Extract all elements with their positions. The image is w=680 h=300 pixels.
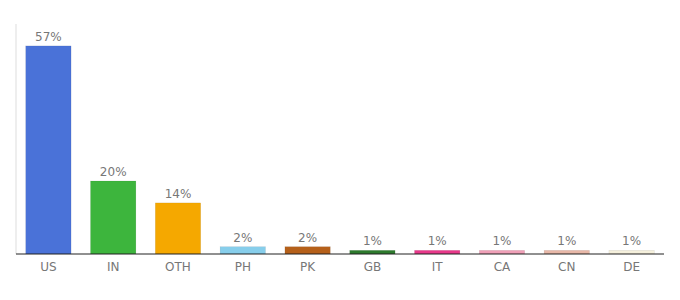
data-label: 1% [428,234,447,248]
x-axis-line [16,253,664,254]
bar [91,181,136,254]
x-tick-label: OTH [165,260,191,274]
bar [26,46,71,254]
x-tick-label: DE [623,260,640,274]
x-tick-label: CA [494,260,511,274]
data-label: 2% [233,231,252,245]
x-tick-label: GB [364,260,382,274]
y-axis-line [16,24,17,254]
data-label: 20% [100,165,127,179]
bar [220,247,265,254]
x-tick-label: PH [235,260,251,274]
data-label: 1% [363,234,382,248]
chart-container: US IN OTH PH PK GB IT CA CN DE 57% 20% 14% 2% 2% 1% 1% 1%… [0,0,680,300]
bar [155,203,200,254]
x-tick-label: US [40,260,56,274]
bar [285,247,330,254]
data-label: 2% [298,231,317,245]
x-tick-label: PK [300,260,316,274]
x-tick-label: IT [432,260,444,274]
data-label: 1% [492,234,511,248]
data-label: 14% [165,187,192,201]
x-tick-label: IN [107,260,120,274]
chart: US IN OTH PH PK GB IT CA CN DE 57% 20% 14% 2% 2% 1% 1% 1%… [0,0,680,300]
data-label: 1% [622,234,641,248]
data-label: 57% [35,30,62,44]
bars [26,46,655,254]
x-tick-label: CN [558,260,575,274]
data-label: 1% [557,234,576,248]
